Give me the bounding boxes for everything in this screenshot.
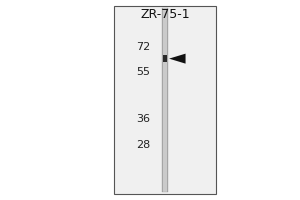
Text: ZR-75-1: ZR-75-1 (140, 8, 190, 21)
Bar (163, 8, 164, 192)
Text: 55: 55 (136, 67, 150, 77)
Bar (163, 8, 167, 192)
Text: 72: 72 (136, 42, 150, 52)
Text: 36: 36 (136, 114, 150, 124)
Polygon shape (169, 54, 185, 64)
Text: 28: 28 (136, 140, 150, 150)
Bar (163, 55, 167, 62)
Bar (167, 8, 168, 192)
Bar (114, 6, 216, 194)
